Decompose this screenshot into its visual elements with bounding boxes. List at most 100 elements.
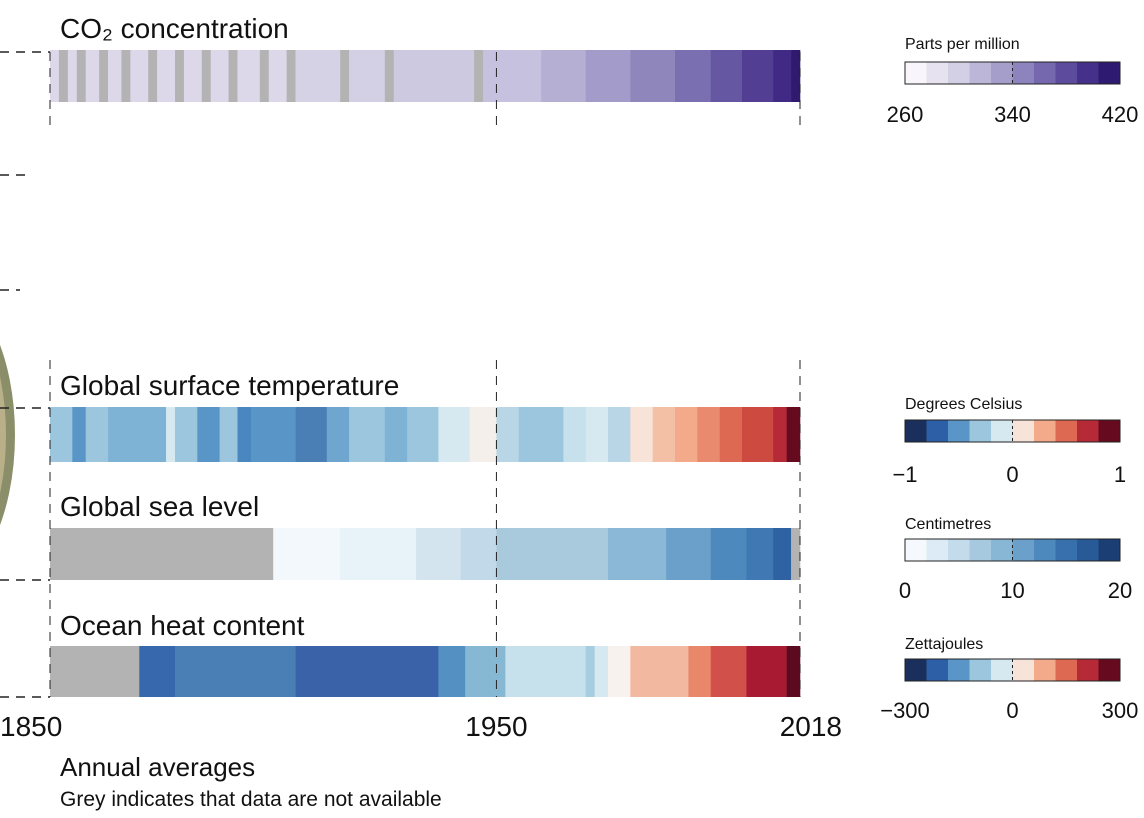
colorbar-cell [1099,659,1121,681]
colorbar-cell [1034,420,1056,442]
stripe [505,646,586,697]
stripe [586,407,609,462]
strip-title: Global surface temperature [60,370,399,401]
colorbar-cell [948,659,970,681]
stripe [238,407,252,462]
stripe [157,50,175,102]
stripe [787,646,801,697]
stripe [773,407,787,462]
stripe [68,50,77,102]
strip-title: Global sea level [60,491,259,522]
stripe [519,407,564,462]
stripe [630,646,688,697]
stripe [220,407,238,462]
stripe [59,50,68,102]
stripe [711,528,747,580]
colorbar-cell [948,62,970,84]
figure: Annual averages Grey indicates that data… [0,0,1144,818]
colorbar-cell [927,62,949,84]
colorbar-cell [1056,659,1078,681]
colorbar-label: 300 [1102,698,1139,723]
colorbar-label: 0 [899,578,911,603]
stripe [130,50,148,102]
colorbar-title: Degrees Celsius [905,396,1022,413]
stripe [541,50,586,102]
stripe [349,50,385,102]
stripe [653,407,676,462]
stripe [586,50,631,102]
colorbar-title: Zettajoules [905,636,983,653]
year-label: 1950 [465,711,527,742]
colorbar-cell [948,539,970,561]
colorbar-cell [970,62,992,84]
stripe [184,50,202,102]
stripe [711,50,743,102]
stripe [238,50,261,102]
stripe [251,407,296,462]
stripe [340,528,416,580]
stripe [630,407,653,462]
colorbar-cell [1013,420,1035,442]
stripe [296,50,341,102]
colorbar-cell [905,420,927,442]
stripe [385,50,394,102]
strip-title: Ocean heat content [60,610,305,641]
stripe [742,50,774,102]
stripe [260,50,269,102]
colorbar-cell [1013,659,1035,681]
colorbar-title: Parts per million [905,36,1020,53]
colorbar-label: 10 [1000,578,1024,603]
stripe [327,407,350,462]
stripe [474,50,483,102]
colorbar-cell [1077,420,1099,442]
stripe [563,407,586,462]
colorbar-cell [1034,62,1056,84]
stripe [108,50,122,102]
colorbar-label: −300 [880,698,930,723]
stripe [121,50,130,102]
stripe [108,407,166,462]
colorbar-cell [991,62,1013,84]
stripe [416,528,461,580]
stripe [385,407,408,462]
stripe [483,50,541,102]
stripe [211,50,229,102]
stripe [438,646,465,697]
stripe [746,646,786,697]
colorbar-cell [905,62,927,84]
colorbar-cell [927,539,949,561]
stripe [595,646,609,697]
strip-title: CO₂ concentration [60,13,289,44]
colorbar-cell [905,539,927,561]
colorbar-label: 0 [1006,462,1018,487]
colorbar-cell [1056,539,1078,561]
stripe [746,528,773,580]
stripe [608,528,666,580]
colorbar-title: Centimetres [905,516,991,533]
stripe [296,407,328,462]
colorbar-cell [927,659,949,681]
colorbar-cell [991,659,1013,681]
stripe [791,50,800,102]
stripe [50,646,140,697]
colorbar-cell [1077,659,1099,681]
stripe [465,646,505,697]
colorbar-label: 340 [994,102,1031,127]
stripe [86,50,100,102]
colorbar-cell [1099,539,1121,561]
colorbar-cell [970,539,992,561]
stripe [608,407,631,462]
stripe [407,407,439,462]
stripe [273,528,340,580]
stripe [688,646,711,697]
colorbar-cell [970,659,992,681]
note: Grey indicates that data are not availab… [60,788,442,811]
stripe [77,50,86,102]
colorbar-cell [927,420,949,442]
colorbar-cell [1099,420,1121,442]
stripe [139,646,175,697]
stripe [496,528,608,580]
colorbar-cell [1077,62,1099,84]
stripe [630,50,675,102]
stripe [720,407,743,462]
